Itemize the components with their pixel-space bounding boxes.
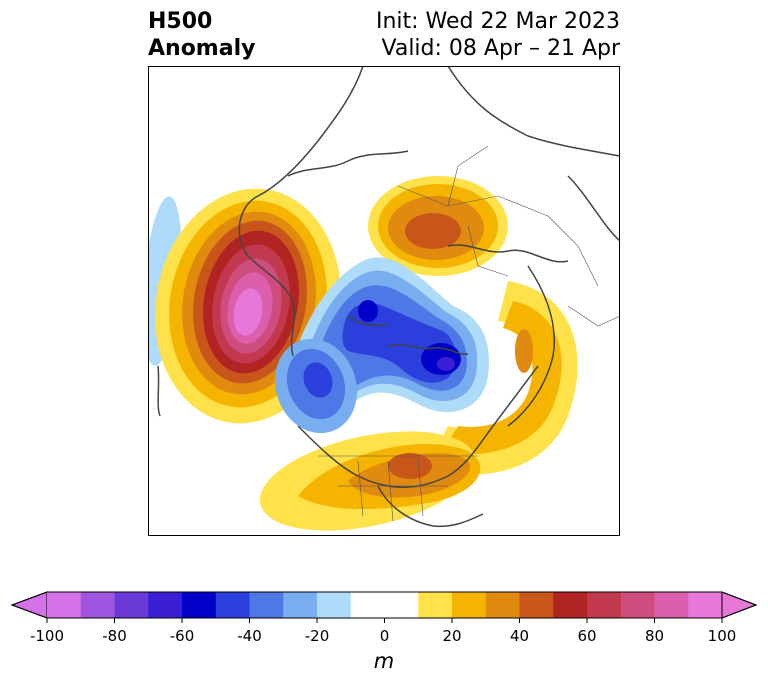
colorbar-segment [114,592,149,618]
colorbar-tick-label: -80 [102,627,127,645]
colorbar-segment [620,592,655,618]
colorbar-segment [654,592,689,618]
colorbar-segment [148,592,183,618]
coastlines [157,66,620,528]
colorbar-segment [350,592,385,618]
colorbar-tick-label: 20 [442,627,461,645]
colorbar-extend-max [721,591,758,619]
colorbar-segment [317,592,352,618]
colorbar-segment [47,592,82,618]
colorbar-segment [80,592,115,618]
colorbar-tick-label: 80 [645,627,664,645]
title-valid-range: Valid: 08 Apr – 21 Apr [381,36,621,61]
colorbar-segment [553,592,588,618]
anomaly-positive-north-atlantic [428,281,578,475]
colorbar-tick-label: 100 [708,627,737,645]
colorbar-segments [10,591,758,619]
colorbar-segment [587,592,622,618]
colorbar-segment [384,592,419,618]
title-init-date: Init: Wed 22 Mar 2023 [375,9,620,34]
title-left: H500 Anomaly [148,8,255,62]
colorbar-tick-label: 60 [577,627,596,645]
colorbar-segment [418,592,453,618]
anomaly-map [148,66,620,536]
political-borders [318,145,620,522]
colorbar-segment [519,592,554,618]
colorbar-extend-min [10,591,48,619]
colorbar-segment [182,592,217,618]
title-field-name: H500 [148,9,213,34]
colorbar: -100 -80 -60 -40 -20 0 20 40 60 80 100 m [10,591,758,673]
colorbar-tick-label: 40 [510,627,529,645]
colorbar-tick-label: -20 [305,627,330,645]
colorbar-ticks: -100 -80 -60 -40 -20 0 20 40 60 80 100 [30,618,736,645]
colorbar-segment [249,592,284,618]
colorbar-tick-label: -100 [30,627,64,645]
anomaly-negative-western-canada [274,338,358,434]
title-field-type: Anomaly [148,36,256,61]
title-right: Init: Wed 22 Mar 2023 Valid: 08 Apr – 21… [376,8,620,62]
colorbar-segment [485,592,520,618]
colorbar-segment [283,592,318,618]
colorbar-segment [688,592,723,618]
map-frame [148,66,620,536]
colorbar-segment [215,592,250,618]
colorbar-tick-label: -60 [170,627,195,645]
colorbar-segment [452,592,487,618]
colorbar-tick-label: 0 [380,627,390,645]
colorbar-unit-label: m [374,649,394,673]
colorbar-tick-label: -40 [237,627,262,645]
